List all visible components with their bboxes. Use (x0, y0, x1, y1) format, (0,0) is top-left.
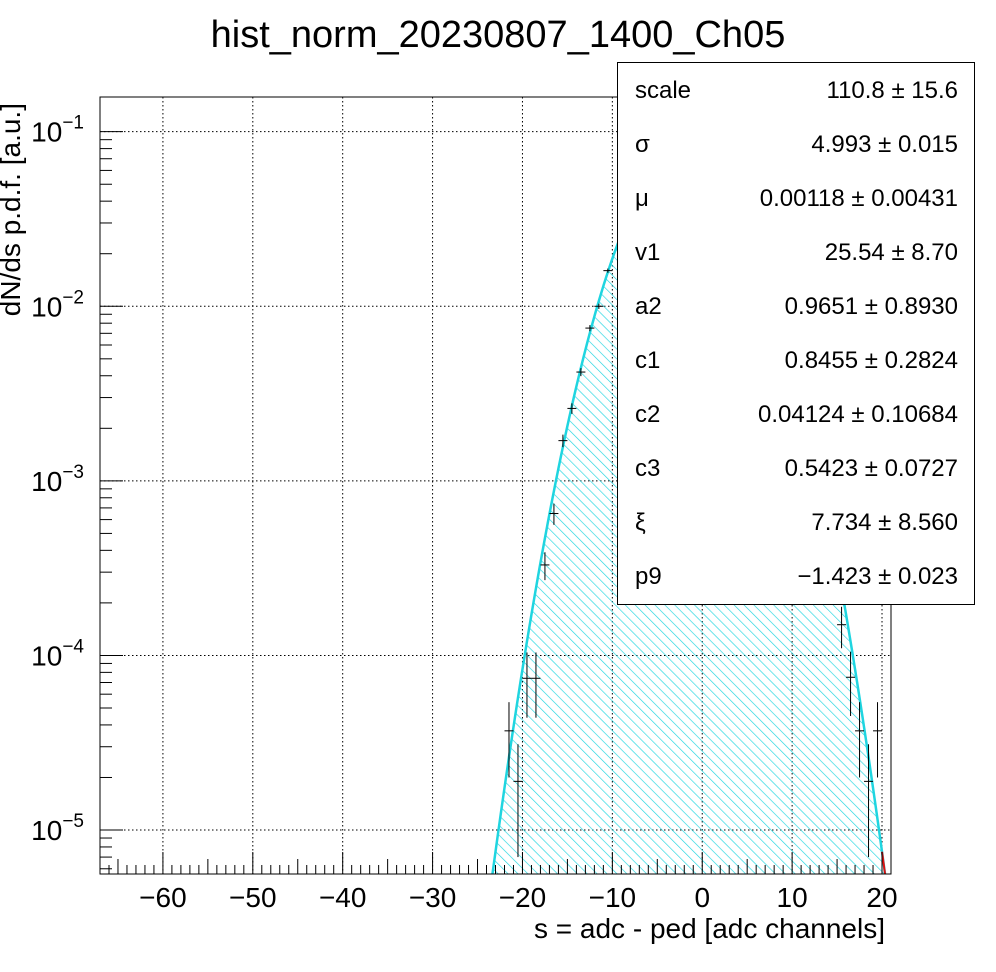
stat-row-c3: c3 0.5423 ± 0.0727 (618, 441, 974, 495)
data-point (558, 434, 568, 448)
y-axis-label: dN/ds p.d.f. [a.u.] (0, 103, 26, 316)
stat-name: c3 (635, 455, 661, 482)
data-point (567, 403, 577, 414)
stat-name: p9 (635, 563, 662, 590)
y-tick-label: 10−2 (31, 287, 84, 322)
stat-value: 0.00118 ± 0.00431 (759, 185, 958, 212)
stat-row-v1: v1 25.54 ± 8.70 (618, 225, 974, 279)
fit-stats-box: scale 110.8 ± 15.6 σ 4.993 ± 0.015 μ 0.0011… (617, 62, 975, 605)
x-tick-label: −30 (409, 882, 457, 913)
x-tick-label: −20 (499, 882, 547, 913)
data-point (504, 702, 514, 778)
stat-name: a2 (635, 293, 662, 320)
data-point (855, 702, 865, 778)
y-tick-label: 10−5 (31, 811, 84, 846)
x-axis-label: s = adc - ped [adc channels] (534, 913, 885, 944)
stat-value: 4.993 ± 0.015 (811, 131, 958, 158)
stat-value: 0.9651 ± 0.8930 (784, 293, 958, 320)
stat-row-scale: scale 110.8 ± 15.6 (618, 63, 974, 117)
data-point (576, 368, 586, 377)
data-point (531, 652, 541, 718)
x-tick-label: 10 (777, 882, 808, 913)
stat-name: μ (635, 185, 649, 212)
data-point (864, 744, 874, 858)
axes: −60 −50 −40 −30 −20 −10 0 10 20 10−1 10−2 10−3 10−4 1… (31, 113, 897, 913)
data-point (513, 744, 523, 858)
stat-row-c2: c2 0.04124 ± 0.10684 (618, 387, 974, 441)
stat-row-xi: ξ 7.734 ± 8.560 (618, 495, 974, 549)
fit-tail-curve (881, 851, 887, 874)
chart-title: hist_norm_20230807_1400_Ch05 (211, 14, 786, 56)
stat-value: 0.04124 ± 0.10684 (757, 401, 958, 428)
stat-value: 0.8455 ± 0.2824 (784, 347, 958, 374)
stat-name: σ (635, 131, 650, 158)
data-point (837, 606, 847, 649)
y-tick-label: 10−4 (31, 636, 84, 671)
stat-name: c2 (635, 401, 661, 428)
stat-name: v1 (635, 239, 661, 266)
data-point (549, 503, 559, 525)
data-point (594, 303, 604, 309)
data-point (540, 552, 550, 581)
stat-value: 7.734 ± 8.560 (811, 509, 958, 536)
y-tick-label: 10−3 (31, 462, 84, 497)
x-tick-label: −40 (319, 882, 367, 913)
stat-row-c1: c1 0.8455 ± 0.2824 (618, 333, 974, 387)
data-point (603, 268, 613, 273)
stat-row-sigma: σ 4.993 ± 0.015 (618, 117, 974, 171)
data-point (585, 325, 595, 332)
x-tick-label: 0 (694, 882, 710, 913)
x-tick-label: −50 (229, 882, 277, 913)
stat-value: 0.5423 ± 0.0727 (784, 455, 958, 482)
stat-name: c1 (635, 347, 661, 374)
data-point (873, 702, 883, 778)
stat-value: 25.54 ± 8.70 (824, 239, 958, 266)
y-tick-label: 10−1 (31, 113, 84, 148)
x-tick-label: −60 (139, 882, 187, 913)
stat-name: ξ (635, 509, 646, 536)
x-tick-label: −10 (589, 882, 637, 913)
stat-value: 110.8 ± 15.6 (826, 77, 959, 104)
stat-row-a2: a2 0.9651 ± 0.8930 (618, 279, 974, 333)
stat-name: scale (635, 77, 692, 104)
data-points (504, 268, 883, 858)
stat-row-mu: μ 0.00118 ± 0.00431 (618, 171, 974, 225)
data-point (522, 652, 532, 718)
data-point (846, 651, 856, 716)
stat-row-p9: p9 −1.423 ± 0.023 (618, 549, 974, 603)
x-tick-label: 20 (866, 882, 897, 913)
stat-value: −1.423 ± 0.023 (797, 563, 958, 590)
